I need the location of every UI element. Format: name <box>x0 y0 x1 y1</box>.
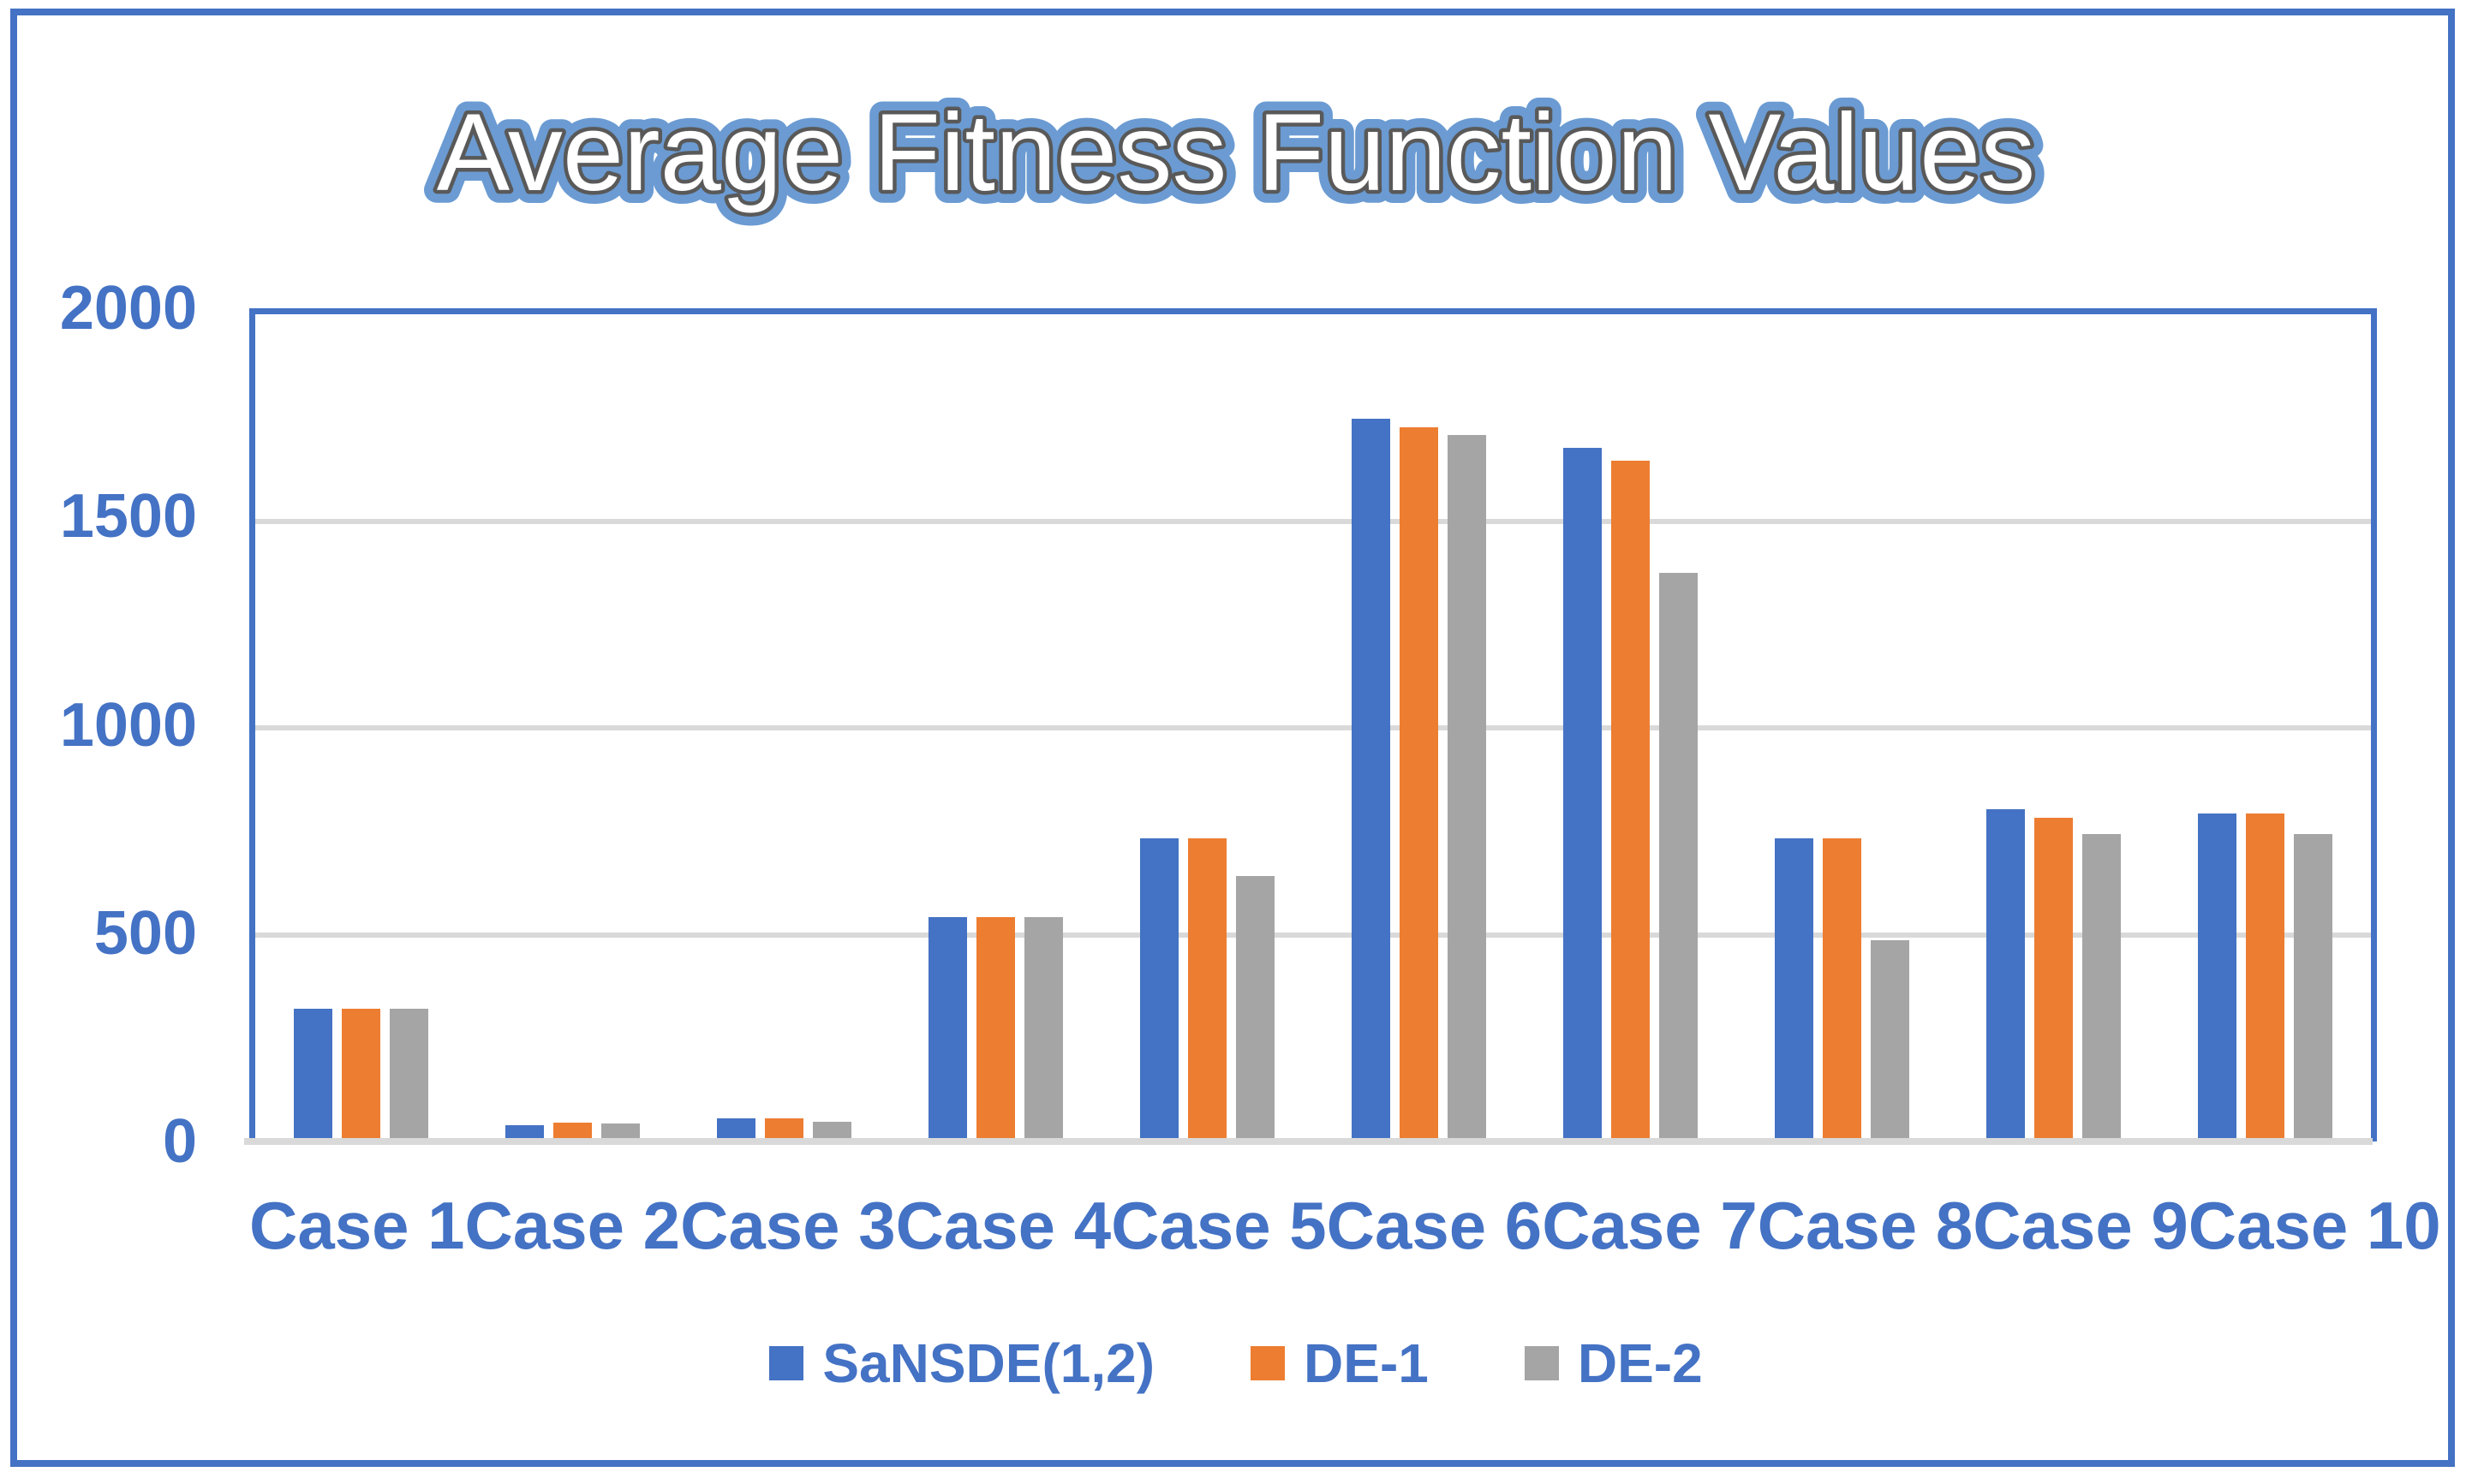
bar <box>1236 876 1275 1141</box>
bar <box>2082 834 2121 1141</box>
bar <box>976 917 1015 1141</box>
chart-title: Average Fitness Function Values Average … <box>424 79 2049 227</box>
x-axis-label: Case 2 <box>464 1188 681 1263</box>
legend-label: SaNSDE(1,2) <box>822 1332 1155 1394</box>
bar <box>1024 917 1063 1141</box>
gridline <box>255 518 2371 524</box>
x-axis-baseline <box>244 1138 2373 1145</box>
bar <box>390 1009 428 1141</box>
x-axis-label: Case 9 <box>1973 1188 2188 1263</box>
x-axis-label: Case 5 <box>1111 1188 1327 1263</box>
bar <box>1448 435 1486 1141</box>
legend-swatch <box>769 1346 804 1380</box>
bar <box>1775 838 1813 1141</box>
bar <box>765 1118 803 1141</box>
legend-label: DE-1 <box>1304 1332 1429 1394</box>
bar-group-case-4 <box>890 917 1102 1141</box>
bar <box>553 1123 592 1141</box>
y-tick-label: 2000 <box>59 274 197 343</box>
bar-group-case-7 <box>1525 448 1736 1141</box>
bar <box>1659 573 1698 1141</box>
bar <box>928 917 967 1141</box>
y-tick-label: 0 <box>162 1107 197 1176</box>
bar <box>1188 838 1227 1141</box>
bar <box>1563 448 1602 1141</box>
bar <box>1400 427 1438 1141</box>
gridlines-layer <box>255 314 2371 1141</box>
bar <box>2198 814 2236 1141</box>
bar <box>2294 834 2332 1141</box>
gridline <box>255 725 2371 730</box>
x-axis-label: Case 6 <box>1326 1188 1543 1263</box>
x-axis-label: Case 4 <box>895 1188 1112 1263</box>
bar <box>1871 940 1909 1141</box>
chart-title-glow-text: Average Fitness Function Values <box>437 92 2036 214</box>
bar-group-case-8 <box>1736 838 1948 1141</box>
bar <box>813 1122 851 1141</box>
chart-frame <box>10 9 2455 1467</box>
y-tick-label: 1500 <box>59 482 197 551</box>
bar-group-case-2 <box>467 1123 678 1141</box>
bar <box>601 1123 640 1141</box>
x-axis-label: Case 3 <box>680 1188 896 1263</box>
bars-layer <box>255 314 2371 1141</box>
legend-label: DE-2 <box>1577 1332 1703 1394</box>
bar-group-case-3 <box>678 1118 890 1141</box>
y-tick-label: 500 <box>93 898 197 968</box>
bar <box>2034 818 2073 1141</box>
plot-area <box>244 308 2377 1145</box>
bar <box>505 1125 544 1141</box>
gridline <box>255 932 2371 938</box>
bar <box>717 1118 755 1141</box>
bar-group-case-10 <box>2159 814 2371 1141</box>
bar-group-case-1 <box>255 1009 467 1141</box>
bar <box>1611 461 1650 1141</box>
bar <box>1986 809 2025 1141</box>
bar <box>294 1009 332 1141</box>
bar <box>1352 419 1390 1141</box>
bar-group-case-6 <box>1313 419 1525 1141</box>
x-axis-label: Case 8 <box>1757 1188 1973 1263</box>
legend-item: DE-1 <box>1251 1336 1429 1391</box>
x-axis-labels: Case 1 Case 2 Case 3 Case 4 Case 5 Case 6 Case… <box>249 1187 2441 1265</box>
bar <box>342 1009 380 1141</box>
bar <box>2246 814 2284 1141</box>
legend: SaNSDE(1,2) DE-1 DE-2 <box>0 1336 2472 1391</box>
legend-item: SaNSDE(1,2) <box>769 1336 1155 1391</box>
bar-group-case-5 <box>1102 838 1313 1141</box>
bar-group-case-9 <box>1948 809 2159 1141</box>
chart-title-text: Average Fitness Function Values <box>437 92 2036 214</box>
x-axis-label: Case 10 <box>2188 1188 2441 1263</box>
bar <box>1823 838 1861 1141</box>
legend-swatch <box>1251 1346 1286 1380</box>
legend-item: DE-2 <box>1524 1332 1703 1394</box>
x-axis-label: Case 1 <box>249 1188 465 1263</box>
bar <box>1140 838 1179 1141</box>
x-axis-label: Case 7 <box>1542 1188 1758 1263</box>
legend-swatch <box>1524 1346 1559 1380</box>
y-tick-label: 1000 <box>59 690 197 760</box>
